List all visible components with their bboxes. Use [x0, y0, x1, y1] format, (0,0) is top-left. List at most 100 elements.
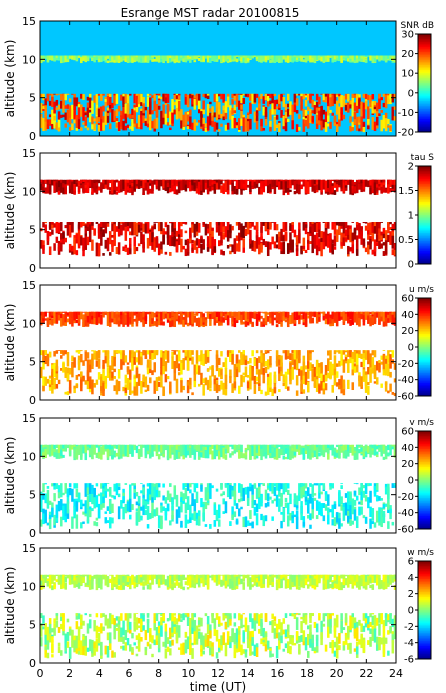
colorbar-swatch — [418, 61, 431, 64]
heatmap-cell — [338, 106, 341, 120]
heatmap-cell — [209, 484, 212, 499]
heatmap-cell — [278, 55, 281, 59]
heatmap-cell — [364, 350, 368, 360]
colorbar-swatch — [418, 255, 431, 258]
heatmap-cell — [117, 314, 121, 318]
heatmap-cell — [209, 366, 212, 370]
heatmap-cell — [153, 96, 156, 112]
heatmap-cell — [53, 223, 56, 228]
heatmap-cell — [231, 506, 234, 518]
heatmap-cell — [249, 229, 252, 244]
heatmap-cell — [235, 124, 239, 128]
heatmap-cell — [186, 55, 190, 60]
heatmap-cell — [313, 311, 317, 317]
heatmap-cell — [344, 355, 348, 361]
heatmap-cell — [318, 311, 321, 313]
heatmap-cell — [293, 231, 297, 238]
heatmap-cell — [246, 114, 250, 119]
heatmap-cell — [244, 179, 248, 191]
heatmap-cell — [191, 350, 194, 355]
heatmap-cell — [195, 512, 199, 519]
heatmap-cell — [224, 101, 228, 113]
heatmap-cell — [91, 358, 94, 370]
heatmap-cell — [42, 483, 45, 493]
heatmap-cell — [382, 181, 386, 193]
heatmap-cell — [162, 311, 165, 320]
heatmap-cell — [335, 312, 339, 327]
heatmap-cell — [135, 311, 139, 321]
heatmap-cell — [382, 311, 386, 322]
heatmap-cell — [338, 55, 341, 60]
heatmap-cell — [342, 180, 346, 193]
heatmap-cell — [93, 123, 96, 131]
heatmap-cell — [251, 367, 254, 381]
heatmap-cell — [335, 514, 339, 523]
heatmap-cell — [293, 514, 297, 518]
heatmap-cell — [155, 93, 159, 96]
heatmap-cell — [246, 184, 250, 188]
heatmap-cell — [329, 121, 332, 129]
heatmap-cell — [298, 316, 301, 325]
heatmap-cell — [271, 93, 274, 99]
heatmap-cell — [291, 312, 294, 324]
heatmap-cell — [206, 103, 210, 116]
heatmap-cell — [140, 179, 143, 181]
heatmap-cell — [160, 357, 163, 368]
heatmap-cell — [66, 373, 70, 381]
heatmap-cell — [77, 359, 81, 371]
heatmap-cell — [153, 240, 156, 252]
heatmap-cell — [209, 311, 212, 314]
heatmap-cell — [131, 55, 134, 62]
heatmap-cell — [273, 371, 277, 384]
heatmap-cell — [195, 514, 199, 526]
heatmap-cell — [108, 55, 112, 62]
colorbar-swatch — [418, 76, 431, 79]
heatmap-cell — [293, 493, 297, 505]
heatmap-cell — [144, 179, 148, 191]
heatmap-cell — [153, 483, 156, 487]
heatmap-cell — [269, 93, 272, 99]
heatmap-cell — [262, 55, 266, 60]
colorbar-swatch — [418, 83, 431, 86]
heatmap-cell — [117, 105, 121, 112]
heatmap-cell — [66, 93, 70, 95]
heatmap-cell — [180, 498, 183, 513]
heatmap-cell — [124, 55, 128, 62]
heatmap-cell — [86, 370, 90, 377]
heatmap-cell — [378, 311, 381, 319]
heatmap-cell — [146, 182, 150, 195]
heatmap-cell — [131, 185, 134, 194]
heatmap-cell — [342, 384, 346, 396]
heatmap-cell — [75, 514, 79, 529]
heatmap-cell — [367, 230, 370, 235]
heatmap-cell — [286, 483, 290, 489]
heatmap-cell — [77, 118, 81, 130]
heatmap-cell — [153, 55, 156, 57]
colorbar-swatch — [418, 340, 431, 343]
heatmap-cell — [46, 522, 50, 526]
heatmap-cell — [362, 238, 366, 247]
heatmap-cell — [44, 311, 47, 317]
heatmap-cell — [204, 377, 208, 386]
colorbar-swatch — [418, 353, 431, 356]
heatmap-cell — [362, 313, 366, 326]
heatmap-cell — [164, 497, 168, 504]
heatmap-cell — [142, 223, 145, 233]
heatmap-cell — [382, 55, 386, 61]
heatmap-cell — [269, 311, 272, 318]
heatmap-cell — [57, 111, 61, 120]
heatmap-cell — [84, 315, 88, 327]
heatmap-cell — [44, 483, 47, 485]
heatmap-cell — [64, 225, 67, 229]
heatmap-cell — [384, 188, 388, 193]
heatmap-cell — [171, 112, 174, 124]
heatmap-cell — [166, 122, 170, 126]
heatmap-cell — [169, 179, 172, 185]
heatmap-cell — [258, 179, 261, 184]
heatmap-cell — [44, 114, 47, 122]
heatmap-cell — [73, 179, 76, 185]
heatmap-cell — [235, 222, 239, 226]
heatmap-cell — [355, 248, 359, 256]
heatmap-cell — [320, 235, 323, 245]
heatmap-cell — [233, 483, 237, 495]
